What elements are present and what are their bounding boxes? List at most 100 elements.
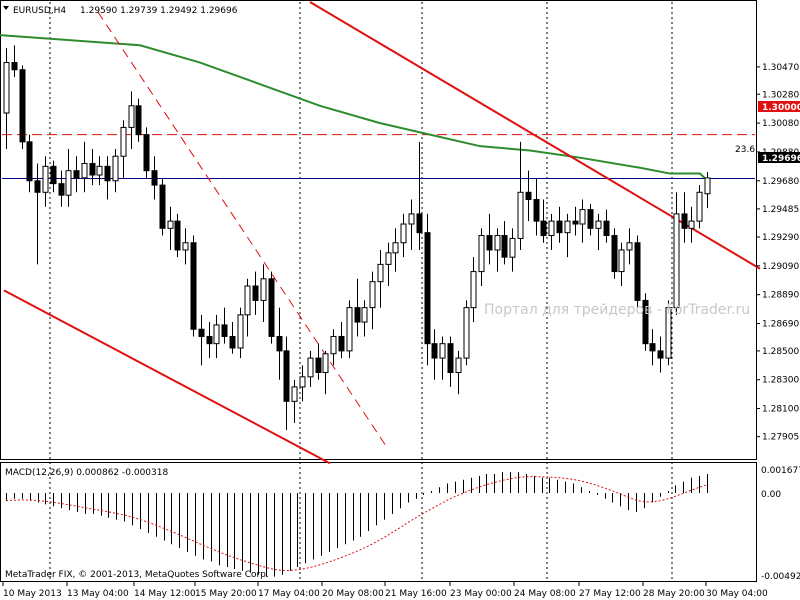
time-axis: 10 May 2013 13 May 04:00 14 May 12:00 15 Ma… [2,582,768,599]
candle-body-bull [579,209,586,225]
candle-body-bear [174,220,181,251]
macd-signal-line [5,476,708,571]
candle-body-bull [299,376,306,388]
y-tick-label: 1.28100 [762,405,799,415]
x-tick-label: 10 May 2013 [3,589,62,599]
candle-body-bull [307,357,314,378]
candle-body-bull [673,213,680,309]
y-tick-label: 1.28500 [762,347,799,357]
candle-body-bear [159,184,166,229]
y-tick-label: 1.30080 [762,119,799,129]
candle-body-bear [649,343,656,352]
level-price-tag [758,101,800,112]
candle-body-bull [291,386,298,402]
candle-body-bull [517,191,524,239]
candle-body-bull [237,314,244,349]
candle-body-bear [611,235,618,273]
candle-body-bull [377,263,384,283]
symbol-label: EURUSD,H4 [13,6,66,16]
candle-body-bull [42,165,49,193]
candle-body-bear [681,213,688,229]
x-tick-label: 13 May 04:00 [67,589,129,599]
candle-body-bear [603,220,610,237]
x-tick-label: 28 May 20:00 [643,589,705,599]
ohlc-values: 1.29590 1.29739 1.29492 1.29696 [80,6,238,16]
candle-body-bear [50,165,57,185]
y-tick-label: 1.29290 [762,233,799,243]
candle-body-bull [322,353,329,374]
candle-body-bear [315,357,322,374]
trend-line-3 [97,11,389,450]
x-tick-label: 30 May 04:00 [706,589,768,599]
candle-body-bear [143,134,150,172]
candle-body-bear [190,242,197,330]
candle-body-bear [634,242,641,301]
candle-body-bear [276,335,283,352]
candle-body-bull [696,191,703,222]
candle-body-bull [361,307,368,323]
candle-body-bull [665,307,672,359]
candle-body-bear [657,350,664,359]
candle-body-bull [369,281,376,309]
candle-body-bull [564,220,571,234]
candle-body-bear [525,191,532,201]
candle-body-bear [206,335,213,345]
x-tick-label: 27 May 12:00 [579,589,641,599]
candle-body-bull [392,242,399,254]
candle-body-bear [19,69,26,143]
trend-line-2 [3,289,331,465]
candle-body-bull [704,177,711,195]
candle-body-bear [486,235,493,251]
candle-body-bear [642,299,649,345]
candle-body-bear [268,278,275,337]
main-chart-area[interactable] [0,0,757,460]
watermark: Портал для трейдеров - ForTrader.ru [484,302,750,318]
candle-body-bear [34,180,41,193]
candle-body-bear [338,335,345,352]
candle-body-bear [135,105,142,136]
candle-body-bull [595,220,602,229]
macd-subwindow[interactable] [0,462,757,582]
candle-body-bear [533,199,540,222]
x-tick-label: 24 May 08:00 [514,589,576,599]
y-tick-label: 1.27905 [762,433,799,443]
triangle-down-icon[interactable] [3,6,9,10]
candle-body-bear [151,170,158,186]
copyright-text: MetaTrader FIX, © 2001-2013, MetaQuotes … [5,570,269,580]
candle-body-bull [494,235,501,251]
macd-tick-top: 0.001677 [761,466,800,476]
candle-body-bull [463,307,470,359]
candle-body-bull [244,285,251,316]
candle-body-bull [128,105,135,128]
candle-body-bull [439,343,446,359]
candle-body-bear [501,235,508,258]
candle-body-bear [11,62,18,71]
x-tick-label: 23 May 00:00 [450,589,512,599]
y-tick-label: 1.29485 [762,205,799,215]
candle-body-bull [509,237,516,258]
candle-body-bear [416,213,423,234]
level-price-text: 1.30000 [762,103,800,113]
candle-body-bear [447,343,454,374]
candle-body-bear [104,165,111,182]
candle-body-bull [408,213,415,225]
macd-histogram [5,472,708,577]
candle-body-bull [167,220,174,229]
candle-body-bear [556,220,563,234]
candle-body-bull [470,271,477,309]
x-tick-label: 17 May 04:00 [258,589,320,599]
candle-body-bear [73,170,80,179]
candle-body-bull [455,357,462,374]
y-tick-label: 1.28690 [762,319,799,329]
candle-body-bear [198,328,205,337]
y-tick-label: 1.28890 [762,291,799,301]
candle-body-bull [688,220,695,229]
candle-body-bull [120,126,127,157]
candle-body-bull [346,307,353,352]
candle-body-bull [112,155,119,182]
horizontal-levels [2,134,755,179]
ma-polyline [0,34,707,181]
candle-body-bear [26,141,33,182]
candle-body-bear [431,343,438,359]
